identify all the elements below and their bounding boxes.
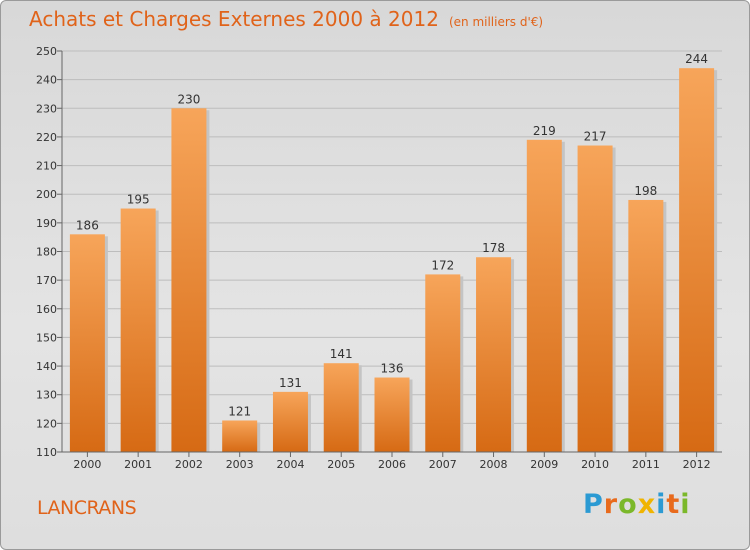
proxiti-logo[interactable]: Proxiti — [583, 489, 691, 520]
bar — [323, 363, 359, 452]
y-tick-label: 190 — [36, 217, 57, 230]
logo-letter-r: r — [603, 489, 619, 520]
x-axis-ticks: 2000 2001 2002 2003 2004 2005 2006 2007 2008 2009… — [73, 452, 711, 471]
bar — [120, 208, 156, 452]
logo-letter-x: x — [637, 489, 657, 520]
bar-value-label: 178 — [482, 241, 505, 255]
bar — [374, 377, 410, 452]
logo-letter-i2: i — [680, 489, 691, 520]
bar — [526, 139, 562, 453]
bar-value-label: 244 — [685, 52, 708, 66]
y-tick-label: 250 — [36, 45, 57, 58]
bar-value-label: 121 — [228, 404, 251, 418]
chart-subtitle: (en milliers d'€) — [448, 15, 544, 29]
bar-value-label: 195 — [127, 193, 150, 207]
y-tick-label: 120 — [36, 417, 57, 430]
chart-title-text: Achats et Charges Externes 2000 à 2012 — [29, 7, 439, 31]
bar-value-label: 141 — [330, 347, 353, 361]
x-tick-label: 2004 — [276, 458, 304, 471]
bar-value-label: 136 — [381, 362, 404, 376]
y-tick-label: 140 — [36, 360, 57, 373]
bar-value-label: 230 — [177, 92, 200, 106]
bar-value-label: 219 — [533, 124, 556, 138]
bars — [69, 68, 718, 453]
y-tick-label: 220 — [36, 131, 57, 144]
bar-value-label: 131 — [279, 376, 302, 390]
y-tick-label: 150 — [36, 331, 57, 344]
y-tick-label: 200 — [36, 188, 57, 201]
bar — [222, 420, 258, 452]
x-tick-label: 2007 — [429, 458, 457, 471]
logo-letter-i1: i — [656, 489, 667, 520]
x-tick-label: 2000 — [73, 458, 101, 471]
x-tick-label: 2005 — [327, 458, 355, 471]
x-tick-label: 2008 — [480, 458, 508, 471]
y-tick-label: 160 — [36, 303, 57, 316]
y-axis-ticks: 110 120 130 140 150 160 170 180 190 200 210 220 230 2… — [36, 45, 62, 459]
y-tick-label: 210 — [36, 160, 57, 173]
bar — [628, 199, 664, 452]
bar — [577, 145, 613, 452]
value-labels: 186 195 230 121 131 141 136 172 178 219 217 198 244 — [76, 52, 708, 418]
bar-value-label: 217 — [584, 130, 607, 144]
bar — [69, 234, 105, 452]
x-tick-label: 2001 — [124, 458, 152, 471]
logo-letter-o: o — [618, 489, 638, 520]
bar — [679, 68, 715, 452]
bar — [476, 257, 512, 452]
chart-title: Achats et Charges Externes 2000 à 2012 (e… — [29, 7, 543, 31]
x-tick-label: 2009 — [530, 458, 558, 471]
x-tick-label: 2011 — [632, 458, 660, 471]
bar — [272, 391, 308, 452]
x-tick-label: 2012 — [683, 458, 711, 471]
bar — [425, 274, 461, 452]
x-tick-label: 2003 — [226, 458, 254, 471]
logo-letter-p: P — [583, 489, 604, 520]
bar-value-label: 198 — [634, 184, 657, 198]
y-tick-label: 110 — [36, 446, 57, 459]
y-tick-label: 230 — [36, 102, 57, 115]
logo-letter-t: t — [666, 489, 681, 520]
y-tick-label: 180 — [36, 246, 57, 259]
commune-name: LANCRANS — [37, 497, 137, 519]
bar — [171, 108, 207, 453]
y-tick-label: 130 — [36, 389, 57, 402]
y-tick-label: 240 — [36, 74, 57, 87]
x-tick-label: 2006 — [378, 458, 406, 471]
x-tick-label: 2002 — [175, 458, 203, 471]
bar-value-label: 186 — [76, 218, 99, 232]
bar-value-label: 172 — [431, 258, 454, 272]
x-tick-label: 2010 — [581, 458, 609, 471]
y-tick-label: 170 — [36, 274, 57, 287]
